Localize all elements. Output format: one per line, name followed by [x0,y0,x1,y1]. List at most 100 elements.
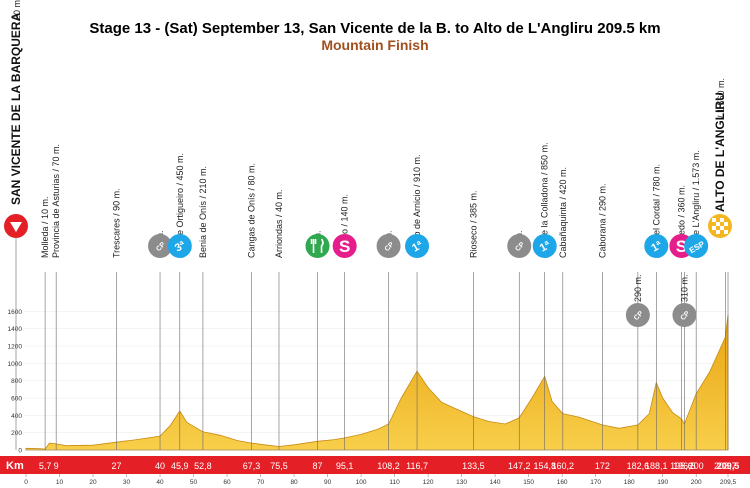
feed-badge [305,234,330,258]
kom-badge-circle [405,234,430,258]
finish-icon [708,214,732,238]
finish-check [720,226,724,230]
kom-badge-circle [532,234,557,258]
place-label: Molleda / 10 m. [40,196,50,258]
place-label: Cabañaquinta / 420 m. [558,167,568,258]
km-marker-value: 5,7 [39,461,52,471]
kom-badge-circle [167,234,192,258]
x-tick-label: 150 [523,479,534,486]
x-tick-label: 130 [456,479,467,486]
x-tick-label: 30 [123,479,131,486]
cp-badge-circle [376,234,401,258]
place-label: Arriondas / 40 m. [274,189,284,258]
km-marker-value: 172 [595,461,610,471]
place-label: 290 m. [633,274,643,302]
x-tick-label: 180 [624,479,635,486]
x-tick-label: 70 [257,479,265,486]
kom-badge-circle [684,234,709,258]
place-label: Trescares / 90 m. [111,188,121,258]
km-marker-value: 182,6 [627,461,650,471]
page-subtitle: Mountain Finish [321,37,429,53]
x-tick-label: 170 [590,479,601,486]
km-band-label: Km [6,460,24,472]
place-label: Infiesto / 140 m. [340,194,350,258]
y-tick-label: 400 [11,413,22,420]
km-marker-value: 45,9 [171,461,189,471]
x-tick-label: 0 [24,479,28,486]
sprint-badge-circle [332,234,357,258]
km-marker-value: 200 [689,461,704,471]
place-label: Benia de Onís / 210 m. [198,166,208,258]
x-tick-label: 40 [156,479,164,486]
km-marker-value: 87 [313,461,323,471]
sprint-badge: S [332,234,357,258]
x-tick-label: 160 [557,479,568,486]
km-marker-value: 147,2 [508,461,531,471]
finish-check [724,230,728,234]
finish-check [712,218,716,222]
y-tick-label: 200 [11,430,22,437]
y-tick-label: 1000 [8,361,23,368]
x-tick-label: 120 [423,479,434,486]
km-marker-value: 160,2 [552,461,575,471]
elevation-profile-area [25,314,729,451]
kom-badge: 1ª [405,234,430,258]
x-tick-label: 50 [190,479,198,486]
place-label: Alto del Cordal / 780 m. [651,164,661,258]
finish-name: ALTO DE L'ANGLIRU [713,92,727,212]
km-marker-value: 75,5 [270,461,288,471]
finish-check [716,230,720,234]
km-marker-value: 116,7 [406,461,428,471]
place-label: Alto de la Colladona / 850 m. [540,142,550,258]
start-arrow [10,222,22,232]
x-tick-label: 209,5 [720,479,737,486]
x-tick-label: 190 [657,479,668,486]
x-tick-label: 60 [223,479,231,486]
finish-check [724,222,728,226]
x-tick-label: 20 [89,479,97,486]
y-tick-label: 800 [11,378,22,385]
x-tick-label: 140 [490,479,501,486]
km-marker-value: 195,6 [670,461,693,471]
y-tick-label: 1400 [8,326,23,333]
place-label: Provincia de Asturias / 70 m. [51,144,61,258]
cp-badge: CP [672,303,697,327]
km-marker-value: 209,5 [717,461,740,471]
x-tick-label: 110 [389,479,400,486]
y-tick-label: 1600 [8,309,23,316]
km-marker-value: 154,8 [533,461,556,471]
place-label: Alto de L'Angliru / 1.573 m. [691,150,701,258]
km-marker-value: 27 [111,461,121,471]
x-tick-label: 200 [691,479,702,486]
sprint-badge-text: S [676,237,687,256]
km-marker-value: 67,3 [243,461,261,471]
km-marker-value: 196,5 [673,461,696,471]
km-marker-value: 108,2 [377,461,400,471]
km-marker-value: 9 [54,461,59,471]
place-label: Fresnedo / 360 m. [676,185,686,258]
km-marker-value: 52,8 [194,461,212,471]
start-name: SAN VICENTE DE LA BARQUERA [9,12,23,205]
cp-badge-circle [148,234,173,258]
place-label: Puerto de Arnicio / 910 m. [412,154,422,258]
km-marker-value: 133,5 [462,461,485,471]
x-tick-label: 100 [356,479,367,486]
cp-badge-circle [625,303,650,327]
place-label: Caborana / 290 m. [597,183,607,258]
kom-badge: 1ª [644,234,669,258]
kom-badge: 1ª [532,234,557,258]
place-label: 310 m. [679,274,689,302]
cp-badge: CP [148,234,173,258]
finish-altitude: / 1.560 m. [716,78,726,118]
km-band [0,456,750,474]
finish-check [712,226,716,230]
y-tick-label: 1200 [8,344,23,351]
cp-badge: CP [507,234,532,258]
sprint-badge-text: S [339,237,350,256]
kom-badge: ESP [684,234,709,258]
cp-badge: CP [625,303,650,327]
y-tick-label: 600 [11,396,22,403]
cp-badge: CP [376,234,401,258]
x-tick-label: 80 [290,479,298,486]
